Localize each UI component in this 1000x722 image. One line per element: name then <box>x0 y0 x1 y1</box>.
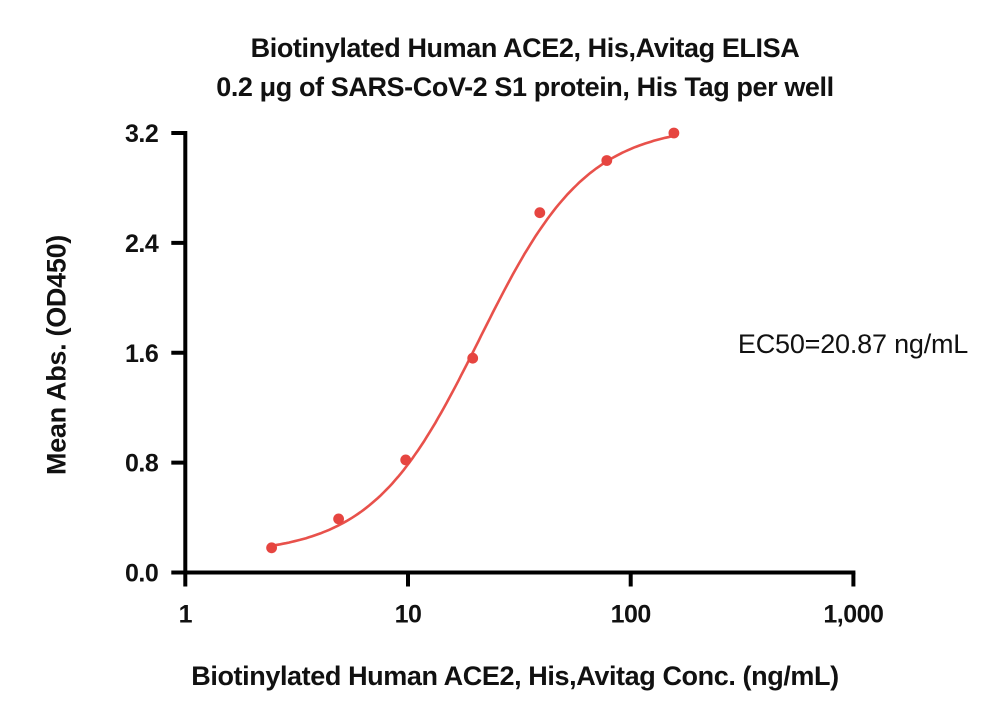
chart-subtitle: 0.2 μg of SARS-CoV-2 S1 protein, His Tag… <box>216 72 834 102</box>
data-point <box>668 127 680 139</box>
y-tick-label: 2.4 <box>125 230 159 258</box>
data-point <box>400 454 412 466</box>
fit-curve <box>270 134 676 548</box>
data-point <box>601 155 613 166</box>
data-point <box>467 352 479 364</box>
y-tick-label: 0.0 <box>125 560 158 588</box>
data-point <box>333 513 344 525</box>
ec50-annotation: EC50=20.87 ng/mL <box>737 329 969 359</box>
x-tick-label: 1,000 <box>823 601 883 629</box>
y-tick-label: 3.2 <box>125 120 158 148</box>
x-tick-label: 100 <box>611 601 651 629</box>
x-axis-title: Biotinylated Human ACE2, His,Avitag Conc… <box>191 661 839 691</box>
chart-title: Biotinylated Human ACE2, His,Avitag ELIS… <box>250 33 800 63</box>
y-tick-label: 0.8 <box>125 450 159 478</box>
data-point <box>266 542 277 554</box>
x-tick-label: 1 <box>179 601 193 629</box>
y-tick-label: 1.6 <box>125 340 158 368</box>
data-point <box>534 207 546 219</box>
x-tick-label: 10 <box>395 601 422 629</box>
